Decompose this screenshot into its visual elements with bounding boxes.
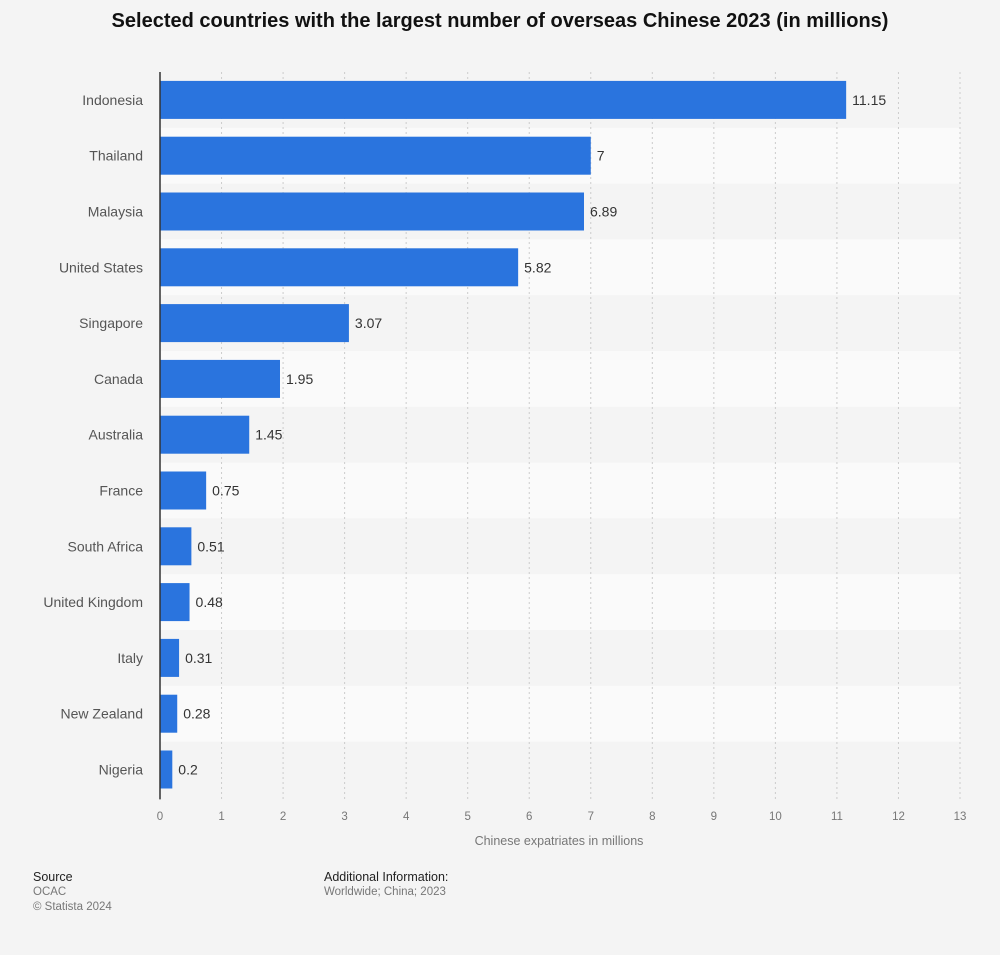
category-labels: Indonesia Thailand Malaysia United States Si… [43,92,143,778]
bar [160,136,591,175]
row-band [160,574,960,630]
category-label: United Kingdom [43,594,143,610]
x-tick-label: 1 [218,811,224,823]
value-label: 0.28 [183,706,210,722]
category-label: Italy [117,650,143,666]
bar [160,192,584,231]
x-tick-label: 8 [649,811,655,823]
value-label: 11.15 [852,92,886,108]
category-label: Canada [94,371,143,387]
bar [160,415,250,454]
bar [160,583,190,622]
bar [160,80,847,119]
bar [160,248,519,287]
x-tick-label: 3 [341,811,347,823]
x-tick-label: 2 [280,811,286,823]
x-tick-label: 10 [769,811,782,823]
value-label: 0.2 [178,762,198,778]
x-tick-label: 5 [464,811,470,823]
source-heading: Source [33,870,73,884]
bar-chart: Indonesia Thailand Malaysia United States Si… [43,72,967,848]
x-tick-label: 6 [526,811,532,823]
bar [160,304,349,343]
row-band [160,462,960,519]
value-label: 0.48 [196,594,223,610]
bar [160,471,207,510]
x-tick-label: 4 [403,811,410,823]
bar [160,527,192,566]
category-label: Australia [89,427,144,443]
category-label: United States [59,259,143,275]
x-tick-label: 7 [588,811,594,823]
bar [160,359,280,398]
x-tick-labels: 0 1 2 3 4 5 6 7 8 9 10 11 12 13 [157,811,967,823]
category-label: Thailand [89,148,143,164]
row-bands [160,127,960,742]
source-block: Source OCAC © Statista 2024 [33,870,112,915]
category-label: Indonesia [82,92,143,108]
value-labels: 11.15 7 6.89 5.82 3.07 1.95 1.45 0.75 0.51 0.48 0.… [178,92,886,778]
value-label: 0.75 [212,483,239,499]
x-tick-label: 0 [157,811,163,823]
value-label: 0.51 [197,538,224,554]
value-label: 1.95 [286,371,313,387]
bar [160,694,178,733]
category-label: South Africa [68,538,144,554]
copyright-text: © Statista 2024 [33,901,112,913]
value-label: 6.89 [590,204,617,220]
x-tick-label: 13 [954,811,967,823]
category-label: France [99,483,143,499]
value-label: 3.07 [355,315,382,331]
x-axis-title: Chinese expatriates in millions [475,834,644,848]
category-label: New Zealand [61,706,144,722]
row-band [160,685,960,742]
value-label: 0.31 [185,650,212,666]
bars [160,80,847,789]
category-label: Nigeria [99,762,144,778]
category-label: Malaysia [88,204,143,220]
additional-info-heading: Additional Information: [324,870,449,884]
x-tick-label: 11 [831,811,843,823]
additional-info-block: Additional Information: Worldwide; China… [324,870,448,900]
value-label: 5.82 [524,259,551,275]
bar [160,750,173,789]
source-name: OCAC [33,886,67,898]
additional-info-text: Worldwide; China; 2023 [324,886,446,898]
value-label: 1.45 [255,427,282,443]
row-band [160,351,960,407]
category-label: Singapore [79,315,143,331]
x-tick-label: 12 [892,811,905,823]
value-label: 7 [597,148,605,164]
bar [160,638,180,677]
chart-title: Selected countries with the largest numb… [111,10,889,32]
x-tick-label: 9 [711,811,717,823]
